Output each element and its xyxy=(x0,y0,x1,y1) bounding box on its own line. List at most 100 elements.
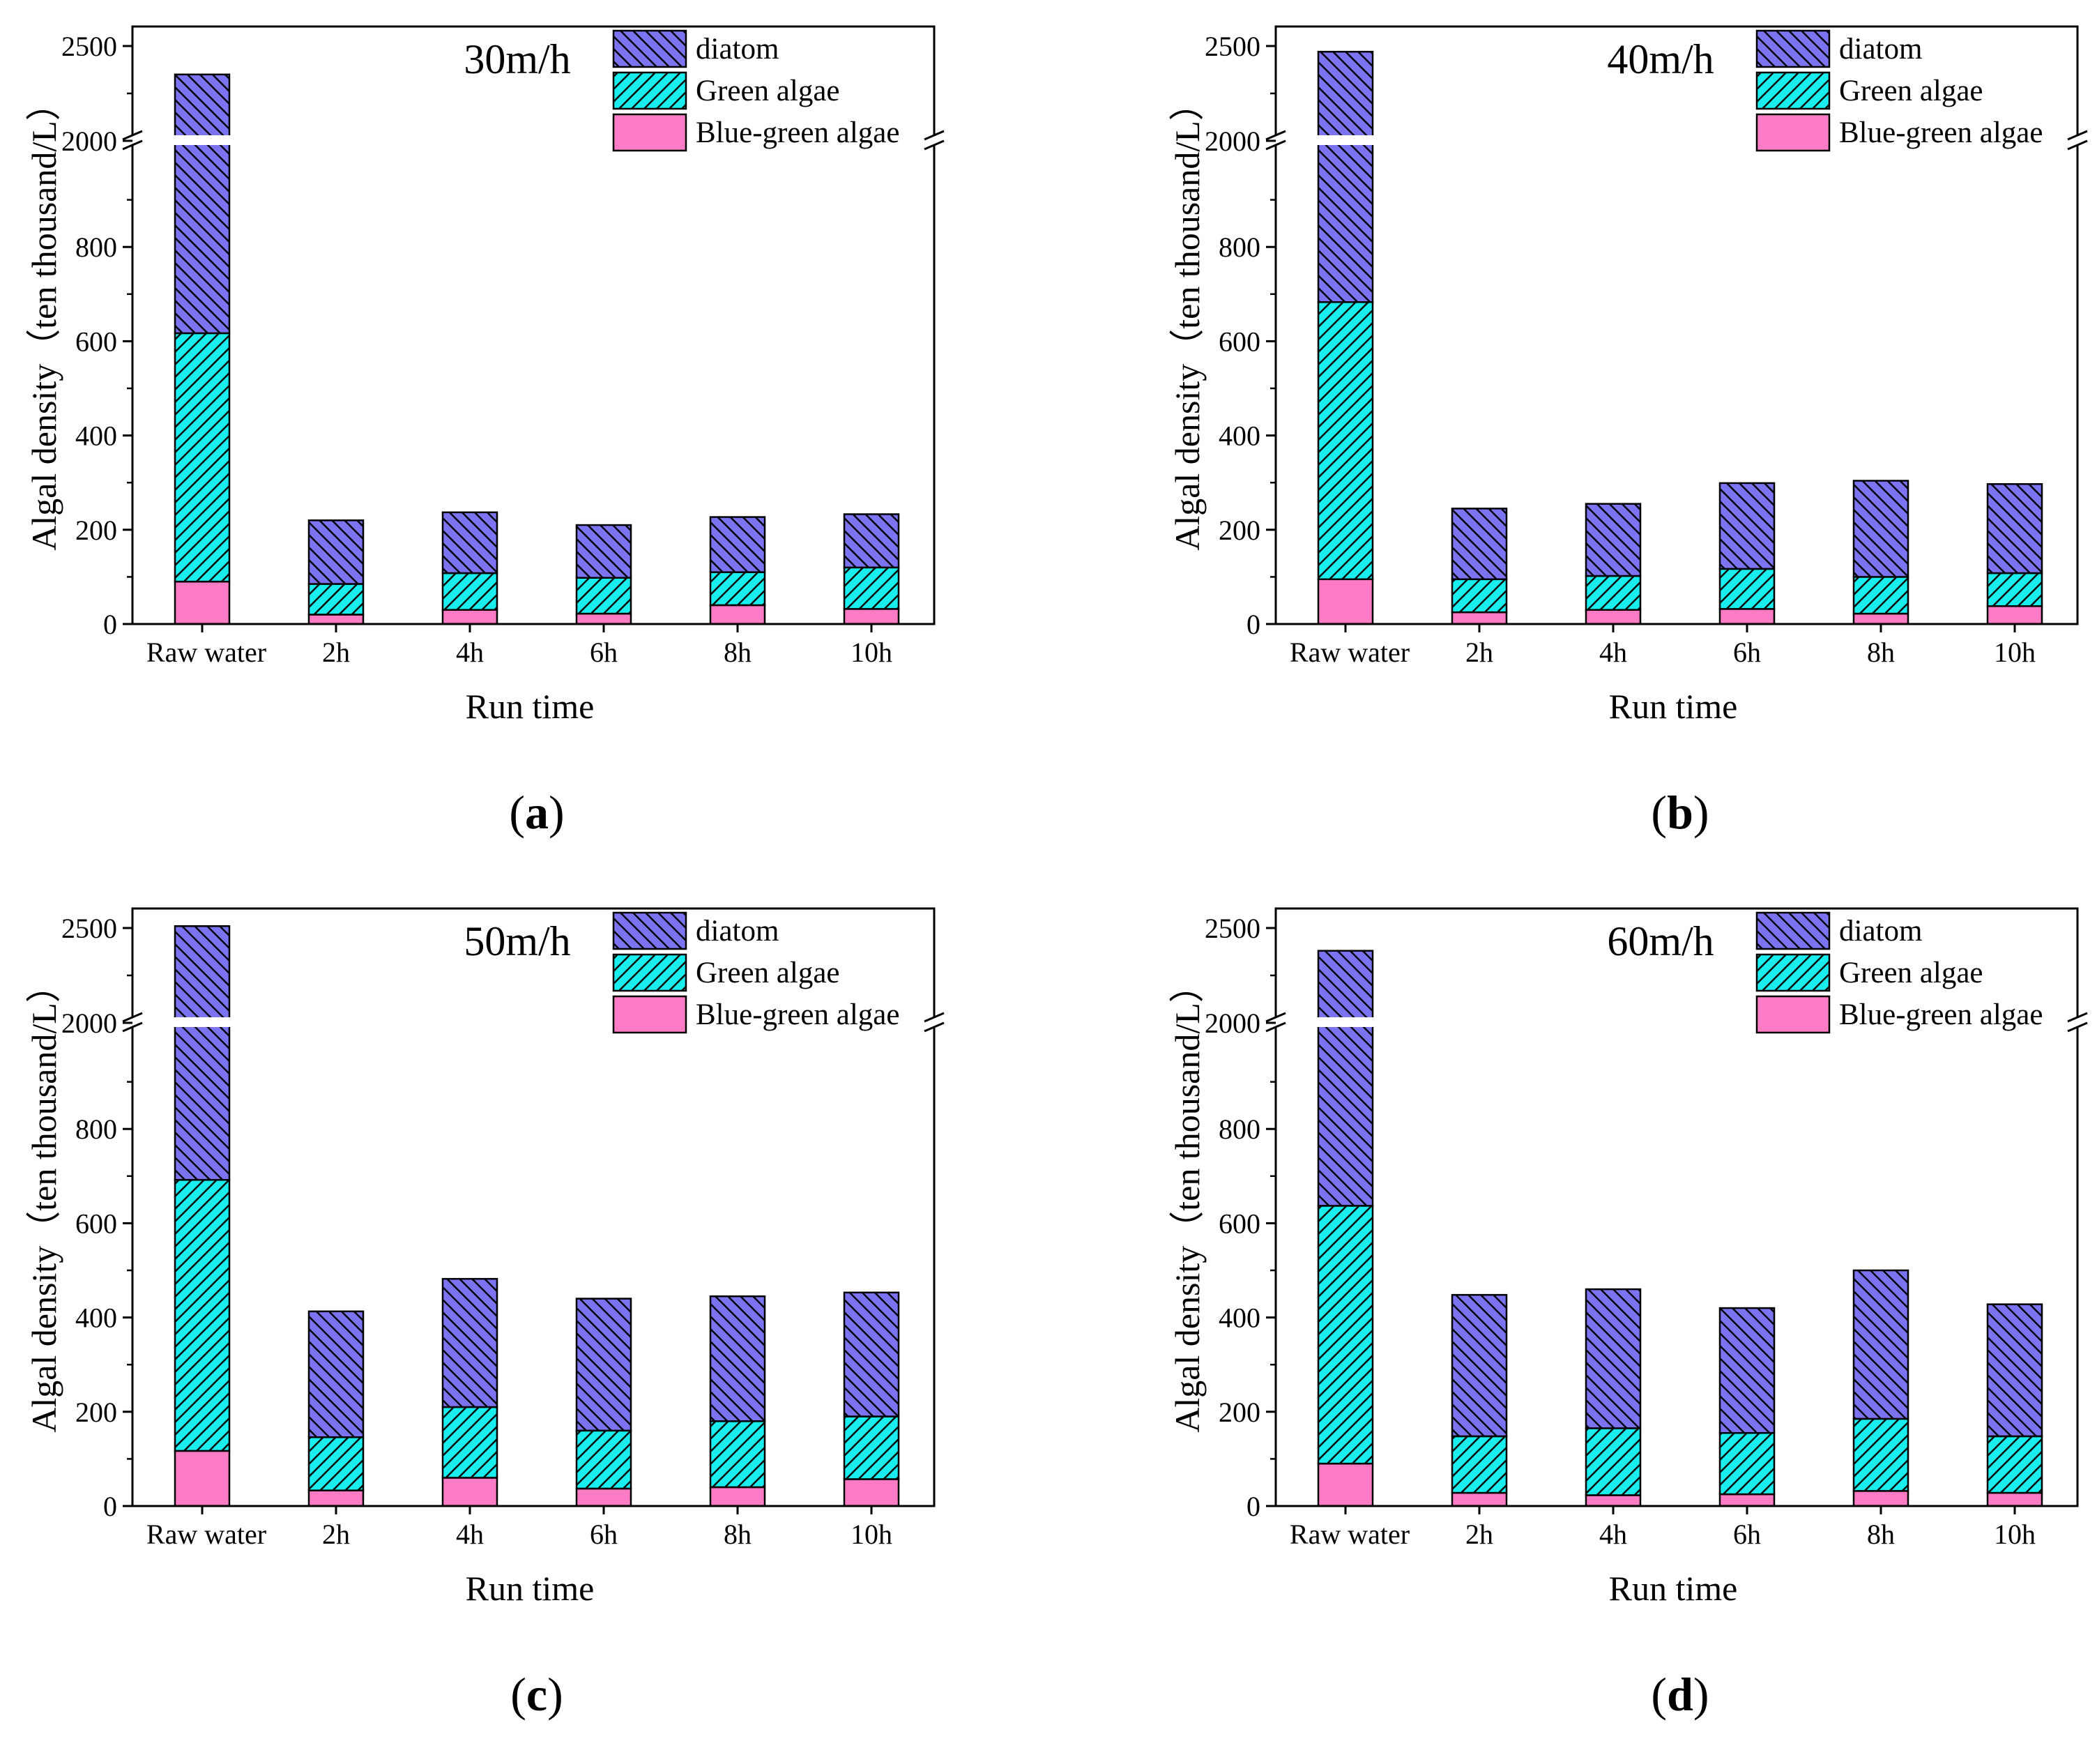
bar-diatom-5 xyxy=(1986,1303,2043,1438)
bar-bluegreen-0 xyxy=(1317,578,1374,625)
bar-diatom-5 xyxy=(843,1291,900,1417)
x-tick-label-3: 6h xyxy=(1733,1519,1761,1550)
bar-diatom-5 xyxy=(1986,482,2043,575)
chart-speed-title: 60m/h xyxy=(1607,918,1714,964)
y-tick-label-400: 400 xyxy=(75,420,117,452)
bar-diatom-3 xyxy=(1718,482,1776,570)
x-tick-label-5: 10h xyxy=(1994,637,2036,668)
bar-green-1 xyxy=(307,1436,365,1491)
chart-speed-title: 50m/h xyxy=(464,918,570,964)
legend-swatch-bluegreen xyxy=(612,995,687,1034)
bar-green-5 xyxy=(1986,1435,2043,1494)
chart-panel-b: 0 200 400 600 800 2000 2500 Raw water 2h 4h 6h 8h 10… xyxy=(1168,25,2088,839)
panel-label: (d) xyxy=(1651,1668,1709,1721)
y-tick-label-400: 400 xyxy=(1219,420,1260,452)
bar-green-2 xyxy=(1585,1427,1642,1496)
legend-label-diatom: diatom xyxy=(696,33,779,66)
y-tick-label-600: 600 xyxy=(1219,326,1260,357)
y-tick-label-200: 200 xyxy=(1219,1397,1260,1428)
y-tick-label-200: 200 xyxy=(75,515,117,546)
y-tick-label-2500: 2500 xyxy=(1205,913,1260,944)
bar-diatom-2 xyxy=(441,1277,498,1408)
bar-diatom-4 xyxy=(709,1295,766,1422)
bar-bluegreen-4 xyxy=(1852,612,1909,625)
y-axis-title: Algal density（ten thousand/L） xyxy=(24,86,63,551)
bar-green-3 xyxy=(1718,568,1776,610)
legend-label-green: Green algae xyxy=(696,75,840,107)
legend-swatch-diatom xyxy=(1755,911,1831,950)
y-tick-label-600: 600 xyxy=(75,1208,117,1239)
bar-bluegreen-0 xyxy=(174,1450,231,1507)
bar-bluegreen-2 xyxy=(441,609,498,625)
bar-bluegreen-1 xyxy=(307,614,365,625)
y-tick-label-2000: 2000 xyxy=(61,126,117,157)
x-tick-label-1: 2h xyxy=(1465,1519,1493,1550)
bar-diatom-4 xyxy=(709,516,766,573)
legend-swatch-green xyxy=(1755,953,1831,992)
legend-swatch-diatom xyxy=(1755,29,1831,68)
x-axis-title: Run time xyxy=(1609,687,1738,726)
bar-diatom-2 xyxy=(441,511,498,575)
bar-bluegreen-3 xyxy=(1718,608,1776,625)
bar-break-gap-0 xyxy=(1316,135,1375,145)
x-axis-title: Run time xyxy=(466,1569,595,1608)
bar-bluegreen-2 xyxy=(1585,609,1642,625)
y-tick-label-0: 0 xyxy=(1246,1491,1260,1522)
x-axis-title: Run time xyxy=(466,687,595,726)
bar-diatom-1 xyxy=(1451,508,1508,581)
x-tick-label-4: 8h xyxy=(724,1519,752,1550)
y-tick-label-600: 600 xyxy=(75,326,117,357)
bar-diatom-0 xyxy=(174,73,231,335)
legend-label-diatom: diatom xyxy=(1839,915,1922,948)
chart-panel-d: 0 200 400 600 800 2000 2500 Raw water 2h 4h 6h 8h 10… xyxy=(1168,907,2088,1721)
bar-green-1 xyxy=(1451,578,1508,614)
axis-break-mark-right xyxy=(2067,130,2088,151)
legend-label-green: Green algae xyxy=(1839,957,1983,989)
y-axis-title: Algal density（ten thousand/L） xyxy=(1168,86,1207,551)
bar-green-2 xyxy=(441,1406,498,1479)
bar-diatom-0 xyxy=(1317,50,1374,303)
bar-green-5 xyxy=(843,566,900,610)
y-tick-label-800: 800 xyxy=(75,1113,117,1145)
x-tick-label-5: 10h xyxy=(851,1519,892,1550)
x-tick-label-0: Raw water xyxy=(1290,637,1410,668)
legend-swatch-diatom xyxy=(612,29,687,68)
chart-speed-title: 30m/h xyxy=(464,36,570,82)
axis-break-mark-left xyxy=(1265,1012,1286,1033)
x-tick-label-4: 8h xyxy=(724,637,752,668)
legend-swatch-green xyxy=(1755,71,1831,110)
bar-diatom-3 xyxy=(1718,1307,1776,1434)
bar-bluegreen-4 xyxy=(709,1486,766,1507)
y-tick-label-400: 400 xyxy=(1219,1302,1260,1334)
bar-bluegreen-3 xyxy=(575,612,632,625)
x-tick-label-0: Raw water xyxy=(146,637,266,668)
y-tick-label-0: 0 xyxy=(1246,609,1260,640)
y-tick-label-600: 600 xyxy=(1219,1208,1260,1239)
bar-bluegreen-5 xyxy=(1986,605,2043,625)
y-tick-label-400: 400 xyxy=(75,1302,117,1334)
bar-diatom-4 xyxy=(1852,1269,1909,1420)
y-tick-label-800: 800 xyxy=(1219,1113,1260,1145)
bar-diatom-5 xyxy=(843,513,900,569)
bar-green-2 xyxy=(1585,575,1642,611)
bar-green-4 xyxy=(709,1420,766,1489)
x-tick-label-5: 10h xyxy=(851,637,892,668)
panel-label: (c) xyxy=(510,1668,563,1721)
bar-bluegreen-3 xyxy=(1718,1493,1776,1507)
x-tick-label-3: 6h xyxy=(590,1519,618,1550)
panel-label: (a) xyxy=(509,786,564,839)
y-axis-title: Algal density（ten thousand/L） xyxy=(1168,968,1207,1433)
y-tick-label-2500: 2500 xyxy=(61,913,117,944)
y-tick-label-2500: 2500 xyxy=(1205,31,1260,62)
bar-diatom-3 xyxy=(575,524,632,579)
x-tick-label-0: Raw water xyxy=(146,1519,266,1550)
chart-speed-title: 40m/h xyxy=(1607,36,1714,82)
legend-label-diatom: diatom xyxy=(696,915,779,948)
legend-label-green: Green algae xyxy=(696,957,840,989)
bar-green-5 xyxy=(1986,572,2043,607)
y-tick-label-2000: 2000 xyxy=(1205,126,1260,157)
axes-frame xyxy=(1274,907,2079,1507)
axis-break-mark-left xyxy=(1265,130,1286,151)
bar-bluegreen-0 xyxy=(174,580,231,625)
bar-green-3 xyxy=(1718,1431,1776,1496)
